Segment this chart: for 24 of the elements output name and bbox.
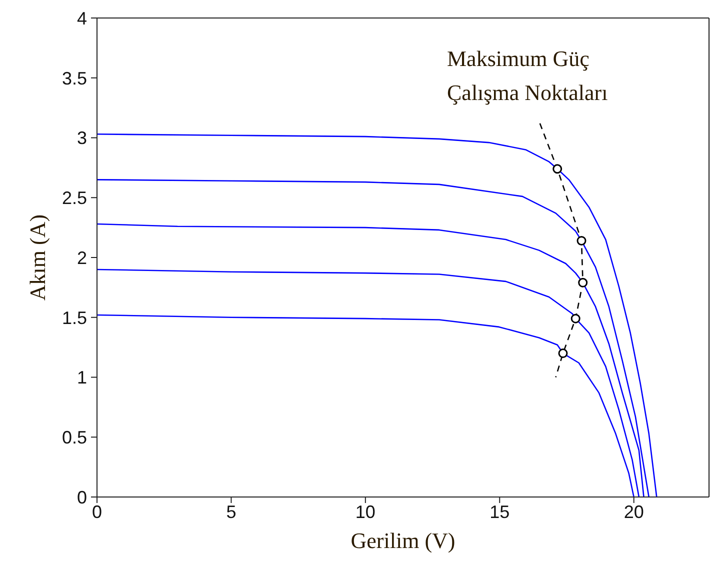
point [570,314,580,324]
point [558,348,568,358]
x-tick-label: 20 [624,502,644,522]
x-tick-label: 10 [355,502,376,522]
y-tick-label: 2.5 [62,188,87,208]
x-tick-label: 15 [490,502,510,522]
y-tick-label: 1.5 [62,308,87,328]
y-tick-label: 4 [76,8,87,28]
line-series [97,268,640,497]
y-tick-label: 0.5 [62,428,87,448]
y-axis-title: Akım (A) [24,214,50,301]
point [552,164,562,174]
y-tick-label: 1 [76,368,87,388]
x-tick-label: 5 [226,502,236,522]
line-series [97,314,634,497]
x-tick-label: 0 [92,502,102,522]
y-tick-label: 3.5 [62,68,87,88]
y-tick-label: 2 [76,248,87,268]
point [576,236,586,246]
x-axis-title: Gerilim (V) [350,528,456,553]
point [578,278,588,288]
y-tick-label: 0 [76,487,87,508]
annotation: Maksimum Güç Çalışma Noktaları [447,45,608,107]
y-tick-label: 3 [76,128,87,148]
